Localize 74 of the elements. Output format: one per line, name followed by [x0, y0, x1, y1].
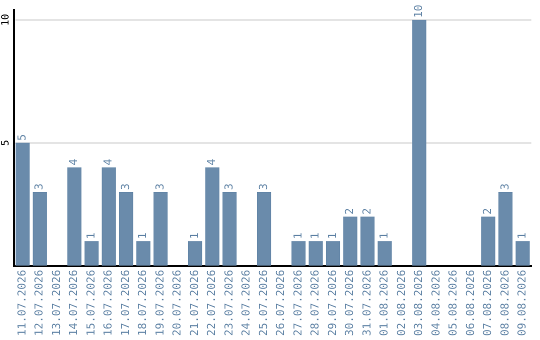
- data-label: 4: [205, 158, 218, 166]
- x-tick-label: 01.08.2026: [378, 270, 391, 336]
- data-label: 3: [118, 183, 132, 190]
- x-tick-label: 29.07.2026: [326, 270, 339, 336]
- data-label: 2: [481, 208, 494, 215]
- x-tick-label: 23.07.2026: [222, 270, 236, 336]
- x-tick-label: 22.07.2026: [205, 270, 218, 336]
- bar: [308, 241, 323, 266]
- data-label: 1: [188, 232, 201, 240]
- bar: [378, 241, 392, 266]
- data-label: 10: [412, 4, 426, 18]
- x-tick-label: 26.07.2026: [274, 270, 288, 336]
- data-label: 1: [136, 232, 150, 240]
- bar: [205, 167, 220, 266]
- bar: [119, 192, 134, 266]
- data-label: 1: [84, 232, 98, 240]
- bar: [516, 241, 530, 266]
- data-label: 1: [291, 232, 304, 240]
- x-tick-label: 24.07.2026: [240, 270, 253, 336]
- bar: [343, 216, 358, 266]
- data-label: 3: [32, 183, 46, 190]
- bar: [360, 216, 375, 266]
- data-label: 1: [308, 232, 322, 240]
- x-tick-label: 12.07.2026: [32, 270, 46, 336]
- bar: [16, 142, 30, 266]
- bar: [136, 241, 150, 266]
- x-tick-label: 09.08.2026: [516, 270, 529, 336]
- x-tick-label: 19.07.2026: [153, 270, 166, 336]
- bar: [326, 241, 340, 266]
- bar: [154, 192, 168, 266]
- x-tick-label: 08.08.2026: [498, 270, 512, 336]
- x-tick-label: 11.07.2026: [15, 270, 28, 336]
- bar: [498, 192, 513, 266]
- data-label: 3: [153, 183, 166, 190]
- x-tick-label: 27.07.2026: [291, 270, 304, 336]
- bar: [291, 241, 306, 266]
- data-label: 3: [498, 183, 512, 190]
- x-tick-label: 17.07.2026: [118, 270, 132, 336]
- x-tick-label: 28.07.2026: [308, 270, 322, 336]
- bar: [32, 192, 47, 266]
- x-tick-label: 13.07.2026: [50, 270, 63, 336]
- bar: [67, 167, 82, 266]
- data-label: 5: [15, 134, 28, 141]
- x-tick-label: 07.08.2026: [481, 270, 494, 336]
- x-tick-label: 16.07.2026: [102, 270, 115, 336]
- x-tick-label: 05.08.2026: [446, 270, 460, 336]
- x-tick-label: 15.07.2026: [84, 270, 98, 336]
- data-label: 2: [343, 208, 356, 215]
- data-label: 1: [516, 232, 529, 240]
- x-tick-label: 20.07.2026: [170, 270, 184, 336]
- x-tick-label: 31.07.2026: [360, 270, 374, 336]
- data-label: 1: [326, 232, 339, 240]
- bar: [188, 241, 202, 266]
- bar: [481, 216, 496, 266]
- bar: [412, 20, 426, 266]
- data-label: 4: [67, 158, 80, 166]
- data-label: 4: [102, 158, 115, 166]
- x-tick-label: 02.08.2026: [394, 270, 408, 336]
- bar: [102, 167, 116, 266]
- x-tick-label: 06.08.2026: [464, 270, 477, 336]
- data-label: 2: [360, 208, 374, 215]
- x-tick-label: 18.07.2026: [136, 270, 150, 336]
- bar: [84, 241, 99, 266]
- x-tick-label: 14.07.2026: [67, 270, 80, 336]
- x-tick-label: 04.08.2026: [429, 270, 442, 336]
- data-label: 3: [222, 183, 236, 190]
- x-tick-label: 21.07.2026: [188, 270, 201, 336]
- data-label: 3: [256, 183, 270, 190]
- x-tick-label: 03.08.2026: [412, 270, 426, 336]
- x-tick-label: 30.07.2026: [343, 270, 356, 336]
- bar: [256, 192, 272, 266]
- x-tick-label: 25.07.2026: [256, 270, 270, 336]
- bar: [222, 192, 237, 266]
- data-label: 1: [378, 232, 391, 240]
